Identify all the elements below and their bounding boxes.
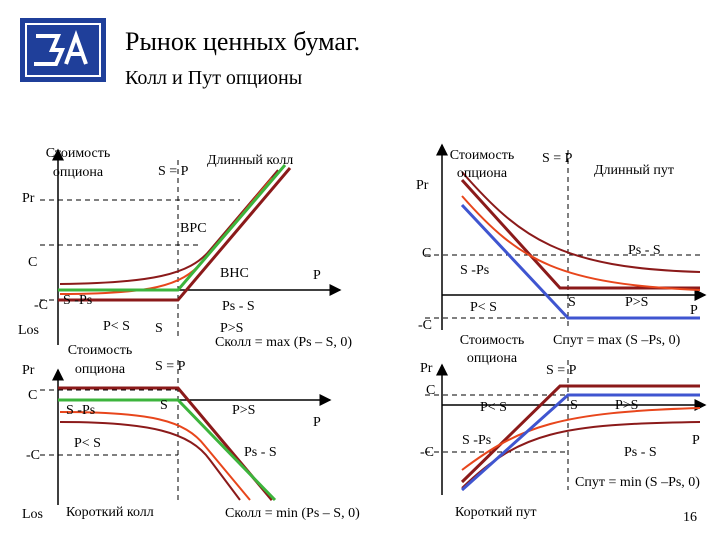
title: Рынок ценных бумаг.: [125, 27, 360, 56]
label: -C: [26, 448, 40, 463]
label: Cколл = max (Ps – S, 0): [215, 335, 352, 350]
label: Ps - S: [624, 445, 657, 460]
logo: [20, 18, 106, 82]
label: Короткий пут: [455, 505, 536, 520]
label: Pr: [420, 361, 433, 376]
label: S: [160, 398, 168, 413]
long-call-labels: Стоимость опциона S = P Длинный колл Pr …: [18, 146, 352, 350]
label: S: [568, 295, 576, 310]
label: S = P: [542, 151, 573, 166]
label: опциона: [75, 362, 126, 377]
label: Короткий колл: [66, 505, 154, 520]
label: P>S: [232, 403, 255, 418]
label: Стоимость: [68, 343, 133, 358]
label: Стоимость: [460, 333, 525, 348]
short-put-labels: Стоимость опциона S = P Pr C P< S S P>S …: [420, 333, 700, 520]
long-put-diagram: [425, 143, 707, 330]
short-put-diagram: [425, 360, 707, 495]
label: Pr: [416, 178, 429, 193]
label: P>S: [220, 321, 243, 336]
label: C: [28, 255, 37, 270]
label: опциона: [457, 166, 508, 181]
label: P: [313, 268, 321, 283]
label: Pr: [22, 191, 35, 206]
label: P< S: [470, 300, 497, 315]
label: P: [692, 433, 700, 448]
label: опциона: [467, 351, 518, 366]
label: Длинный колл: [207, 153, 293, 168]
label: Pr: [22, 363, 35, 378]
subtitle: Колл и Пут опционы: [125, 67, 302, 89]
label: -C: [420, 445, 434, 460]
label: S: [155, 321, 163, 336]
label: -C: [34, 298, 48, 313]
label: P>S: [615, 398, 638, 413]
label: Стоимость: [450, 148, 515, 163]
label: Los: [18, 323, 39, 338]
short-call-labels: Стоимость опциона S = P Pr C S -Ps S P>S…: [22, 343, 360, 522]
label: S = P: [155, 359, 186, 374]
label: Ps - S: [628, 243, 661, 258]
label: S -Ps: [63, 293, 92, 308]
label: P< S: [480, 400, 507, 415]
label: C: [422, 246, 431, 261]
long-call-diagram: [40, 148, 342, 345]
label: Cколл = min (Ps – S, 0): [225, 506, 360, 521]
label: S = P: [546, 363, 577, 378]
label: Cпут = min (S –Ps, 0): [575, 475, 700, 490]
label: S -Ps: [460, 263, 489, 278]
label: P>S: [625, 295, 648, 310]
label: S: [570, 398, 578, 413]
label: P: [313, 415, 321, 430]
label: P< S: [74, 436, 101, 451]
long-put-labels: Стоимость опциона S = P Длинный пут Pr C…: [416, 148, 698, 348]
label: опциона: [53, 165, 104, 180]
label: S -Ps: [462, 433, 491, 448]
label: P< S: [103, 319, 130, 334]
label: Cпут = max (S –Ps, 0): [553, 333, 681, 348]
label: S -Ps: [66, 403, 95, 418]
label: C: [28, 388, 37, 403]
label: P: [690, 303, 698, 318]
label: -C: [418, 318, 432, 333]
page-number: 16: [683, 510, 697, 525]
label: S = P: [158, 164, 189, 179]
label: Los: [22, 507, 43, 522]
label: C: [426, 383, 435, 398]
label: Ps - S: [244, 445, 277, 460]
label: ВРС: [180, 221, 207, 236]
label: Ps - S: [222, 299, 255, 314]
label: Стоимость: [46, 146, 111, 161]
label: Длинный пут: [594, 163, 674, 178]
short-call-diagram: [40, 360, 332, 505]
label: ВНС: [220, 266, 249, 281]
